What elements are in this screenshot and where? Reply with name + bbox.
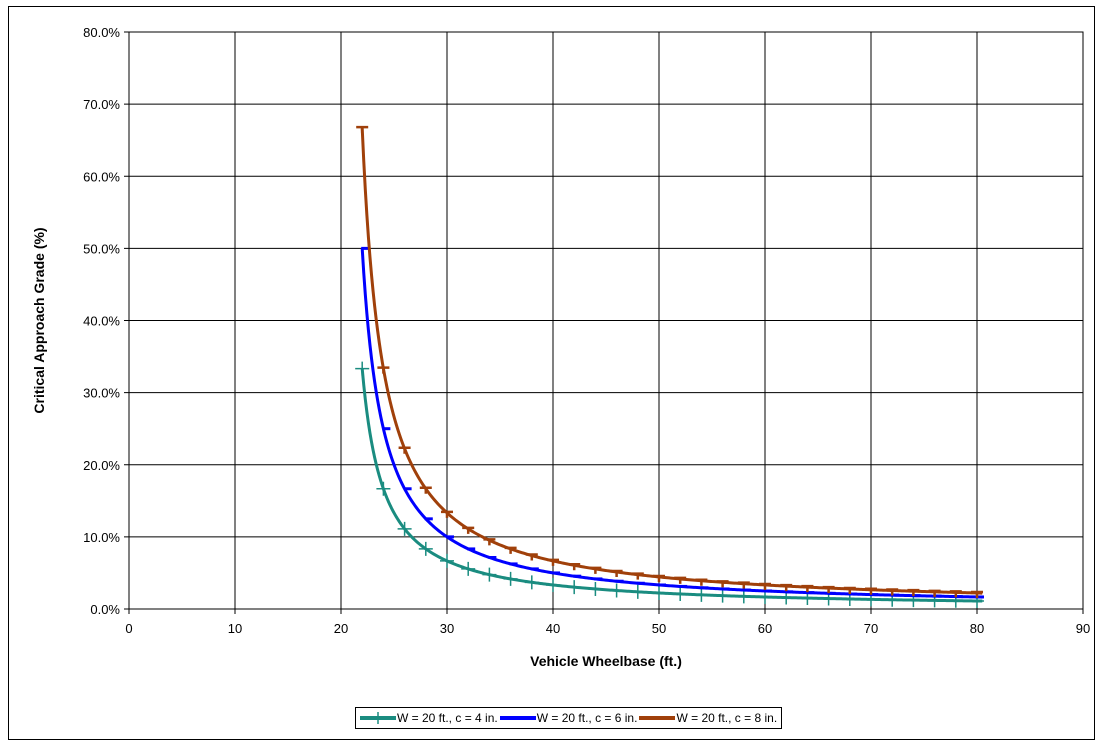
series-3-point (822, 585, 835, 594)
series-1-point (546, 577, 560, 592)
series-1-point (440, 553, 454, 568)
series-1-point (418, 541, 433, 556)
series-line-2 (360, 248, 983, 599)
x-tick-label: 80 (970, 621, 984, 636)
x-tick-label: 70 (864, 621, 878, 636)
series-1-point (652, 585, 666, 600)
legend-item-series-2: W = 20 ft., c = 6 in. (499, 711, 638, 725)
y-axis-label: Critical Approach Grade (%) (31, 227, 47, 413)
legend-swatch-2 (499, 711, 536, 725)
series-3-point (610, 569, 623, 577)
series-3-point (674, 576, 687, 584)
x-tick-label: 0 (125, 621, 132, 636)
series-3-point (377, 366, 390, 374)
series-3-point (356, 125, 369, 134)
series-1-point (694, 587, 709, 602)
series-3-point (483, 538, 496, 546)
series-1-point (376, 481, 391, 496)
series-3-point (780, 583, 793, 592)
x-tick-label: 90 (1076, 621, 1090, 636)
series-3-point (568, 563, 581, 571)
y-tick-label: 0.0% (90, 602, 120, 617)
series-3-point (525, 553, 538, 561)
series-3-point (462, 526, 475, 534)
series-3-point (759, 582, 771, 590)
y-tick-label: 80.0% (83, 25, 120, 40)
series-3-point (398, 446, 411, 454)
series-line-1 (360, 368, 983, 603)
y-tick-label: 30.0% (83, 386, 120, 401)
series-3-point (865, 587, 877, 595)
series-1-point (630, 584, 645, 599)
series-1-point (524, 575, 539, 590)
x-tick-label: 30 (440, 621, 454, 636)
series-3-point (504, 546, 517, 554)
series-3-point (949, 590, 962, 598)
series-3-point (695, 578, 708, 586)
y-tick-label: 50.0% (83, 241, 120, 256)
series-1-point (609, 583, 624, 598)
y-tick-label: 60.0% (83, 169, 120, 184)
legend-swatch-3 (639, 711, 676, 725)
y-tick-label: 70.0% (83, 97, 120, 112)
legend-item-series-3: W = 20 ft., c = 8 in. (639, 711, 777, 725)
series-1-point (503, 571, 518, 586)
series-3-point (419, 486, 432, 494)
series-3-point (716, 580, 729, 588)
series-3-point (907, 588, 920, 597)
x-tick-label: 20 (334, 621, 348, 636)
legend-label-series-2: W = 20 ft., c = 6 in. (536, 711, 638, 725)
series-1-point (715, 588, 730, 603)
legend-swatch-1 (360, 711, 396, 725)
y-tick-label: 20.0% (83, 458, 120, 473)
y-tick-label: 10.0% (83, 530, 120, 545)
series-1-point (461, 561, 476, 576)
legend-item-series-1: W = 20 ft., c = 4 in. (360, 711, 498, 725)
series-3-point (547, 558, 559, 566)
series-3-point (971, 590, 983, 598)
series-3-point (631, 572, 644, 580)
series-1-point (355, 361, 370, 376)
y-tick-label: 40.0% (83, 314, 120, 329)
series-3-point (589, 566, 602, 574)
legend-label-series-3: W = 20 ft., c = 8 in. (676, 711, 778, 725)
x-tick-label: 40 (546, 621, 560, 636)
series-1-point (736, 589, 751, 604)
series-3-point (801, 584, 814, 593)
series-3-point (441, 510, 453, 518)
series-3-point (843, 586, 856, 594)
x-axis-label: Vehicle Wheelbase (ft.) (530, 653, 682, 669)
series-3-point (886, 588, 899, 596)
series-1-point (673, 586, 688, 601)
chart-legend: W = 20 ft., c = 4 in. W = 20 ft., c = 6 … (355, 707, 783, 729)
legend-label-series-1: W = 20 ft., c = 4 in. (397, 711, 498, 725)
x-tick-label: 60 (758, 621, 772, 636)
x-tick-label: 50 (652, 621, 666, 636)
series-1-point (567, 580, 582, 595)
series-1-point (397, 521, 412, 536)
series-1-point (482, 567, 497, 582)
series-3-point (737, 581, 750, 589)
series-3-point (653, 574, 665, 582)
x-tick-label: 10 (228, 621, 242, 636)
series-1-point (588, 581, 603, 596)
series-3-point (928, 589, 941, 597)
